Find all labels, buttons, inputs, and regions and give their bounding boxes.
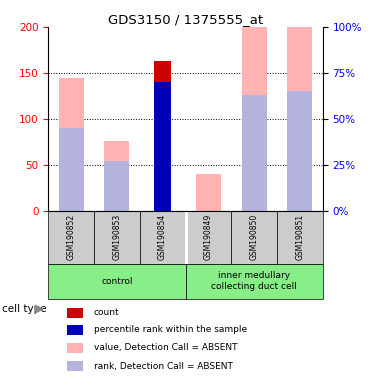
- Bar: [277, 211, 323, 264]
- Bar: [154, 61, 171, 211]
- Bar: [68, 343, 82, 353]
- Bar: [94, 211, 140, 264]
- Text: percentile rank within the sample: percentile rank within the sample: [93, 325, 247, 334]
- Text: control: control: [101, 277, 132, 286]
- Bar: [242, 5, 267, 211]
- Text: value, Detection Call = ABSENT: value, Detection Call = ABSENT: [93, 343, 237, 352]
- Text: GSM190851: GSM190851: [295, 214, 304, 260]
- Text: GSM190849: GSM190849: [204, 214, 213, 260]
- Bar: [59, 128, 84, 211]
- Text: GSM190854: GSM190854: [158, 214, 167, 260]
- Bar: [104, 141, 129, 211]
- Text: count: count: [93, 308, 119, 317]
- Bar: [68, 308, 82, 318]
- Bar: [104, 161, 129, 211]
- Bar: [48, 211, 94, 264]
- Bar: [68, 325, 82, 335]
- Title: GDS3150 / 1375555_at: GDS3150 / 1375555_at: [108, 13, 263, 26]
- Text: cell type: cell type: [2, 304, 46, 314]
- Text: GSM190853: GSM190853: [112, 214, 121, 260]
- Bar: [140, 211, 186, 264]
- Text: inner medullary
collecting duct cell: inner medullary collecting duct cell: [211, 271, 297, 291]
- Bar: [186, 264, 323, 299]
- Bar: [59, 78, 84, 211]
- Bar: [48, 264, 186, 299]
- Text: GSM190852: GSM190852: [67, 214, 76, 260]
- Bar: [68, 361, 82, 371]
- Text: rank, Detection Call = ABSENT: rank, Detection Call = ABSENT: [93, 362, 232, 371]
- Bar: [154, 82, 171, 211]
- Bar: [231, 211, 277, 264]
- Text: GSM190850: GSM190850: [250, 214, 259, 260]
- Bar: [287, 0, 312, 211]
- Bar: [196, 174, 221, 211]
- Bar: [186, 211, 231, 264]
- Bar: [287, 91, 312, 211]
- Bar: [242, 95, 267, 211]
